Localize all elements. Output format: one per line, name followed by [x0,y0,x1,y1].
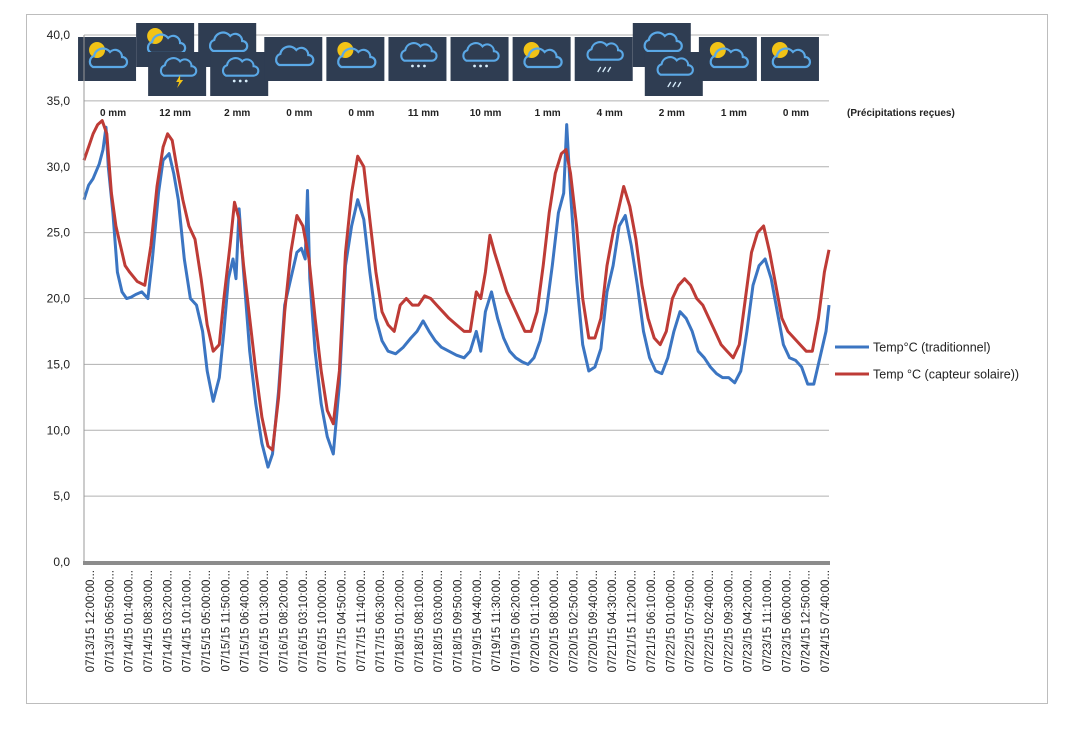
x-tick-label: 07/14/15 10:10:00... [182,570,194,672]
y-tick-label: 35,0 [47,94,71,108]
rain-icon [210,52,269,96]
x-tick-label: 07/16/15 01:30:00... [259,570,271,672]
series-line-capteur-solaire [82,119,831,452]
thunderstorm-icon [148,52,207,96]
x-tick-label: 07/15/15 05:00:00... [201,570,213,672]
precipitation-label: 2 mm [224,108,250,119]
y-tick-label: 20,0 [47,292,71,306]
x-tick-label: 07/19/15 06:20:00... [511,570,523,672]
y-tick-label: 30,0 [47,160,71,174]
x-tick-label: 07/16/15 08:20:00... [278,570,290,672]
y-tick-label: 5,0 [53,489,70,503]
x-tick-label: 07/18/15 01:20:00... [394,570,406,672]
x-tick-label: 07/21/15 06:10:00... [646,570,658,672]
precipitation-label: 10 mm [470,108,502,119]
precipitation-label: 1 mm [535,108,561,119]
x-tick-label: 07/18/15 08:10:00... [414,570,426,672]
partly-cloudy-icon [512,37,571,81]
x-tick-label: 07/20/15 02:50:00... [569,570,581,672]
x-tick-label: 07/22/15 07:50:00... [685,570,697,672]
x-tick-label: 07/13/15 12:00:00... [85,570,97,672]
drizzle-icon [574,37,633,81]
partly-cloudy-icon [760,37,819,81]
x-tick-label: 07/19/15 04:40:00... [472,570,484,672]
y-tick-label: 40,0 [47,28,71,42]
y-tick-label: 25,0 [47,226,71,240]
x-tick-label: 07/14/15 08:30:00... [143,570,155,672]
rain-icon [450,37,509,81]
x-tick-label: 07/20/15 01:10:00... [530,570,542,672]
x-tick-label: 07/21/15 11:20:00... [627,570,639,671]
x-tick-label: 07/16/15 10:00:00... [317,570,329,672]
x-tick-label: 07/15/15 11:50:00... [220,570,232,671]
x-tick-label: 07/18/15 09:50:00... [453,570,465,672]
precipitation-label: 0 mm [100,108,126,119]
x-tick-label: 07/23/15 04:20:00... [743,570,755,672]
legend-label: Temp°C (traditionnel) [873,341,991,355]
partly-cloudy-icon [698,37,757,81]
x-tick-label: 07/15/15 06:40:00... [240,570,252,672]
x-tick-label: 07/16/15 03:10:00... [298,570,310,672]
x-tick-label: 07/24/15 07:40:00... [820,570,832,672]
y-tick-label: 10,0 [47,423,71,437]
x-tick-label: 07/21/15 04:30:00... [607,570,619,672]
legend-label: Temp °C (capteur solaire)) [873,368,1019,382]
x-tick-label: 07/20/15 08:00:00... [549,570,561,672]
x-tick-label: 07/23/15 06:00:00... [781,570,793,672]
partly-cloudy-icon [78,37,137,81]
precipitation-label: 0 mm [783,108,809,119]
precipitation-label: 2 mm [659,108,685,119]
x-tick-label: 07/18/15 03:00:00... [433,570,445,672]
precipitation-label: 11 mm [408,108,439,119]
x-tick-label: 07/24/15 12:50:00... [801,570,813,672]
x-axis-band [83,561,830,565]
x-tick-label: 07/17/15 11:40:00... [356,570,368,671]
chart-frame: 0 mm 12 mm 2 mm 0 mm 0 mm 11 mm 10 mm 1 mm 4 mm 2… [26,14,1048,704]
precipitation-label: 12 mm [159,108,191,119]
precipitation-note: (Précipitations reçues) [847,108,955,119]
precipitation-label: 4 mm [597,108,623,119]
y-tick-label: 15,0 [47,357,71,371]
x-tick-label: 07/22/15 02:40:00... [704,570,716,672]
rain-icon [388,37,447,81]
x-tick-label: 07/17/15 06:30:00... [375,570,387,672]
temperature-chart: 0 mm 12 mm 2 mm 0 mm 0 mm 11 mm 10 mm 1 mm 4 mm 2… [47,23,1019,672]
x-tick-label: 07/22/15 09:30:00... [723,570,735,672]
cloud-icon [264,37,323,81]
y-tick-label: 0,0 [53,555,70,569]
precipitation-label: 1 mm [721,108,747,119]
x-tick-label: 07/19/15 11:30:00... [491,570,503,671]
x-tick-label: 07/13/15 06:50:00... [104,570,116,672]
series-line-traditionnel [82,123,831,469]
x-tick-label: 07/23/15 11:10:00... [762,570,774,671]
precipitation-label: 0 mm [286,108,312,119]
x-tick-label: 07/20/15 09:40:00... [588,570,600,672]
precipitation-label: 0 mm [348,108,374,119]
x-tick-label: 07/17/15 04:50:00... [336,570,348,672]
partly-cloudy-icon [326,37,385,81]
x-tick-label: 07/14/15 01:40:00... [124,570,136,672]
x-tick-label: 07/14/15 03:20:00... [162,570,174,672]
drizzle-icon [644,52,703,96]
x-tick-label: 07/22/15 01:00:00... [665,570,677,672]
